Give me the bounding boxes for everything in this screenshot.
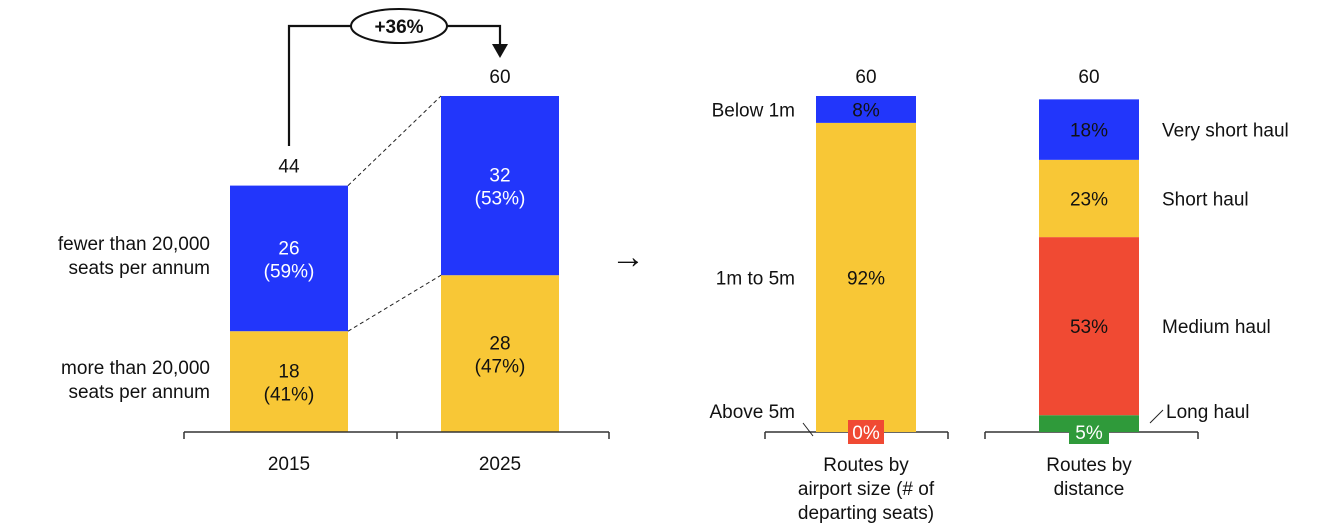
segment-name-1m-to-5m: 1m to 5m [716, 268, 795, 289]
bar-total-label: 44 [278, 157, 300, 178]
bar-segment-over-20000-2015 [230, 331, 348, 432]
segment-value-label: 5% [1075, 423, 1103, 444]
left-stacked-bar-chart: 18(41%) 26(59%) 44 2015 28(47%) 32(53%) 60 2025… [58, 8, 610, 475]
growth-bracket [287, 24, 352, 146]
bar-segment-under-20000-2025 [441, 96, 559, 276]
bar-segment-below-1m [816, 96, 916, 123]
bar-total-label: 60 [489, 67, 510, 88]
bar-segment-short-haul [1039, 159, 1139, 238]
bar-segment-medium-haul [1039, 237, 1139, 416]
x-category-label: Routes by [823, 455, 909, 476]
x-category-label: Routes by [1046, 455, 1132, 476]
x-tick-label: 2025 [479, 454, 521, 475]
connector-line [347, 274, 442, 332]
series-label-over-20000: more than 20,000 [61, 358, 210, 379]
growth-bracket [446, 24, 502, 46]
segment-value-label: (41%) [264, 385, 315, 406]
bar-total-label: 60 [1078, 67, 1099, 88]
connector-line [347, 95, 442, 186]
segment-name-very-short-haul: Very short haul [1162, 121, 1289, 142]
bar-segment-over-20000-2025 [441, 275, 559, 432]
x-category-label: airport size (# of [798, 479, 935, 500]
x-tick-label: 2015 [268, 454, 310, 475]
series-label-over-20000: seats per annum [68, 382, 210, 403]
segment-value-label: 18 [278, 362, 299, 383]
leader-line [1149, 409, 1164, 424]
leader-line [802, 422, 814, 437]
segment-value-label: 18% [1070, 121, 1108, 142]
segment-value-label: 23% [1070, 189, 1108, 210]
x-category-label: departing seats) [798, 503, 934, 524]
segment-name-below-1m: Below 1m [712, 100, 795, 121]
growth-badge [350, 8, 448, 44]
growth-label: +36% [374, 17, 423, 38]
segment-value-label: 26 [278, 238, 299, 259]
series-label-under-20000: fewer than 20,000 [58, 234, 210, 255]
segment-value-label: 28 [489, 334, 510, 355]
segment-value-label: (47%) [475, 357, 526, 378]
bar-segment-1m-to-5m [816, 122, 916, 432]
segment-value-label: 92% [847, 268, 885, 289]
segment-name-short-haul: Short haul [1162, 189, 1249, 210]
x-category-label: distance [1054, 479, 1125, 500]
series-label-under-20000: seats per annum [68, 258, 210, 279]
segment-value-label: 8% [852, 100, 880, 121]
bar-total-label: 60 [855, 67, 876, 88]
segment-value-label: 32 [489, 166, 510, 187]
arrow-right-icon: → [611, 238, 645, 276]
segment-value-label: 53% [1070, 317, 1108, 338]
segment-name-long-haul: Long haul [1166, 402, 1249, 423]
segment-value-label: 0% [852, 423, 880, 444]
segment-name-medium-haul: Medium haul [1162, 317, 1271, 338]
segment-tag-above-5m [848, 420, 884, 444]
segment-value-label: (53%) [475, 189, 526, 210]
segment-name-above-5m: Above 5m [709, 402, 795, 423]
segment-value-label: (59%) [264, 261, 315, 282]
segment-tag-long-haul [1069, 420, 1109, 444]
bar-segment-very-short-haul [1039, 99, 1139, 160]
right-composition-chart: → 0% Above 5m 92% 1m to 5m 8% Below 1m 60 Routes… [611, 67, 1289, 524]
growth-arrowhead [492, 44, 508, 58]
bar-segment-under-20000-2015 [230, 185, 348, 332]
